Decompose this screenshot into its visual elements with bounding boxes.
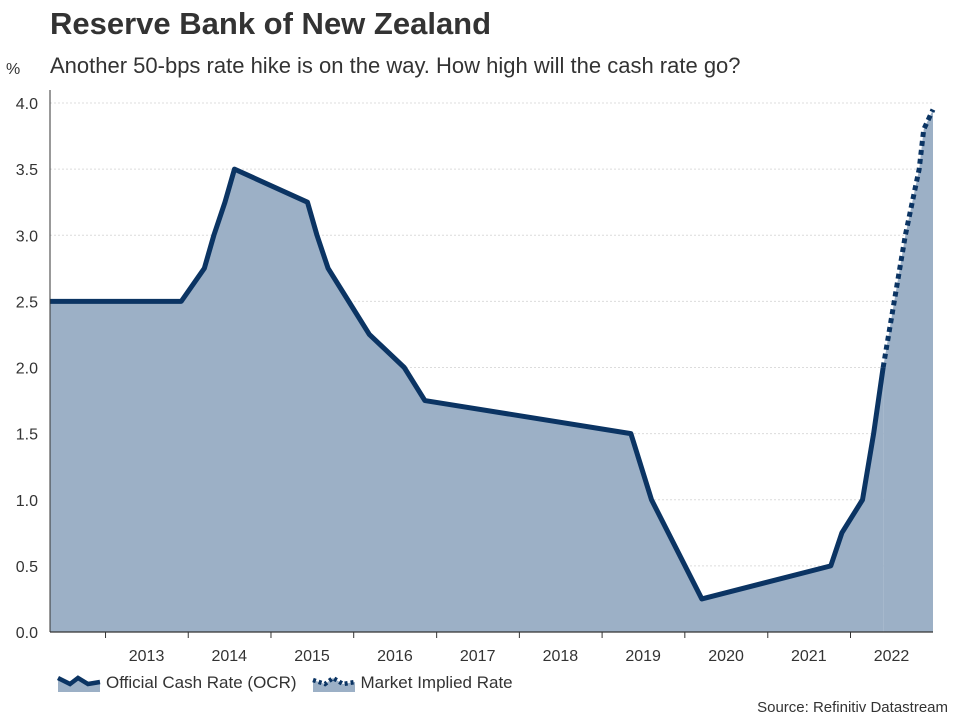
y-tick-label: 0.0: [16, 625, 38, 642]
y-tick-label: 4.0: [16, 96, 38, 113]
x-tick-label: 2022: [874, 648, 910, 665]
y-tick-label: 3.5: [16, 162, 38, 179]
x-tick-label: 2017: [460, 648, 496, 665]
legend-item-ocr: Official Cash Rate (OCR): [56, 672, 297, 694]
x-tick-label: 2015: [294, 648, 330, 665]
legend-swatch-market-icon: [311, 675, 355, 692]
axes: 0.0 0.5 1.0 1.5 2.0 2.5 3.0 3.5 4.0 2013 2014 2015 2…: [16, 90, 933, 665]
legend: Official Cash Rate (OCR) Market Implied …: [56, 672, 527, 694]
legend-item-market: Market Implied Rate: [311, 672, 513, 694]
chart-title: Reserve Bank of New Zealand: [50, 6, 492, 41]
legend-label-market: Market Implied Rate: [360, 673, 513, 692]
area-fill-0: [50, 169, 884, 632]
x-tick-label: 2018: [543, 648, 579, 665]
source-note: Source: Refinitiv Datastream: [757, 699, 948, 716]
y-tick-label: 0.5: [16, 559, 38, 576]
y-tick-label: 2.5: [16, 294, 38, 311]
x-tick-label: 2020: [708, 648, 744, 665]
legend-label-ocr: Official Cash Rate (OCR): [106, 673, 297, 692]
area-fill-1: [883, 109, 933, 633]
x-tick-label: 2019: [625, 648, 661, 665]
x-tick-label: 2013: [129, 648, 165, 665]
y-tick-label: 2.0: [16, 361, 38, 378]
market-implied-line: [880, 108, 936, 368]
legend-swatch-ocr-icon: [56, 675, 101, 692]
line-layer: [50, 108, 936, 602]
chart-subtitle: Another 50-bps rate hike is on the way. …: [50, 53, 741, 78]
area-layer: [50, 109, 933, 633]
y-tick-label: 3.0: [16, 228, 38, 245]
x-tick-label: 2014: [211, 648, 247, 665]
x-tick-label: 2021: [791, 648, 827, 665]
x-tick-label: 2016: [377, 648, 413, 665]
y-tick-label: 1.5: [16, 427, 38, 444]
y-tick-label: 1.0: [16, 493, 38, 510]
y-axis-unit-label: %: [6, 61, 21, 78]
ocr-line: [50, 166, 886, 602]
